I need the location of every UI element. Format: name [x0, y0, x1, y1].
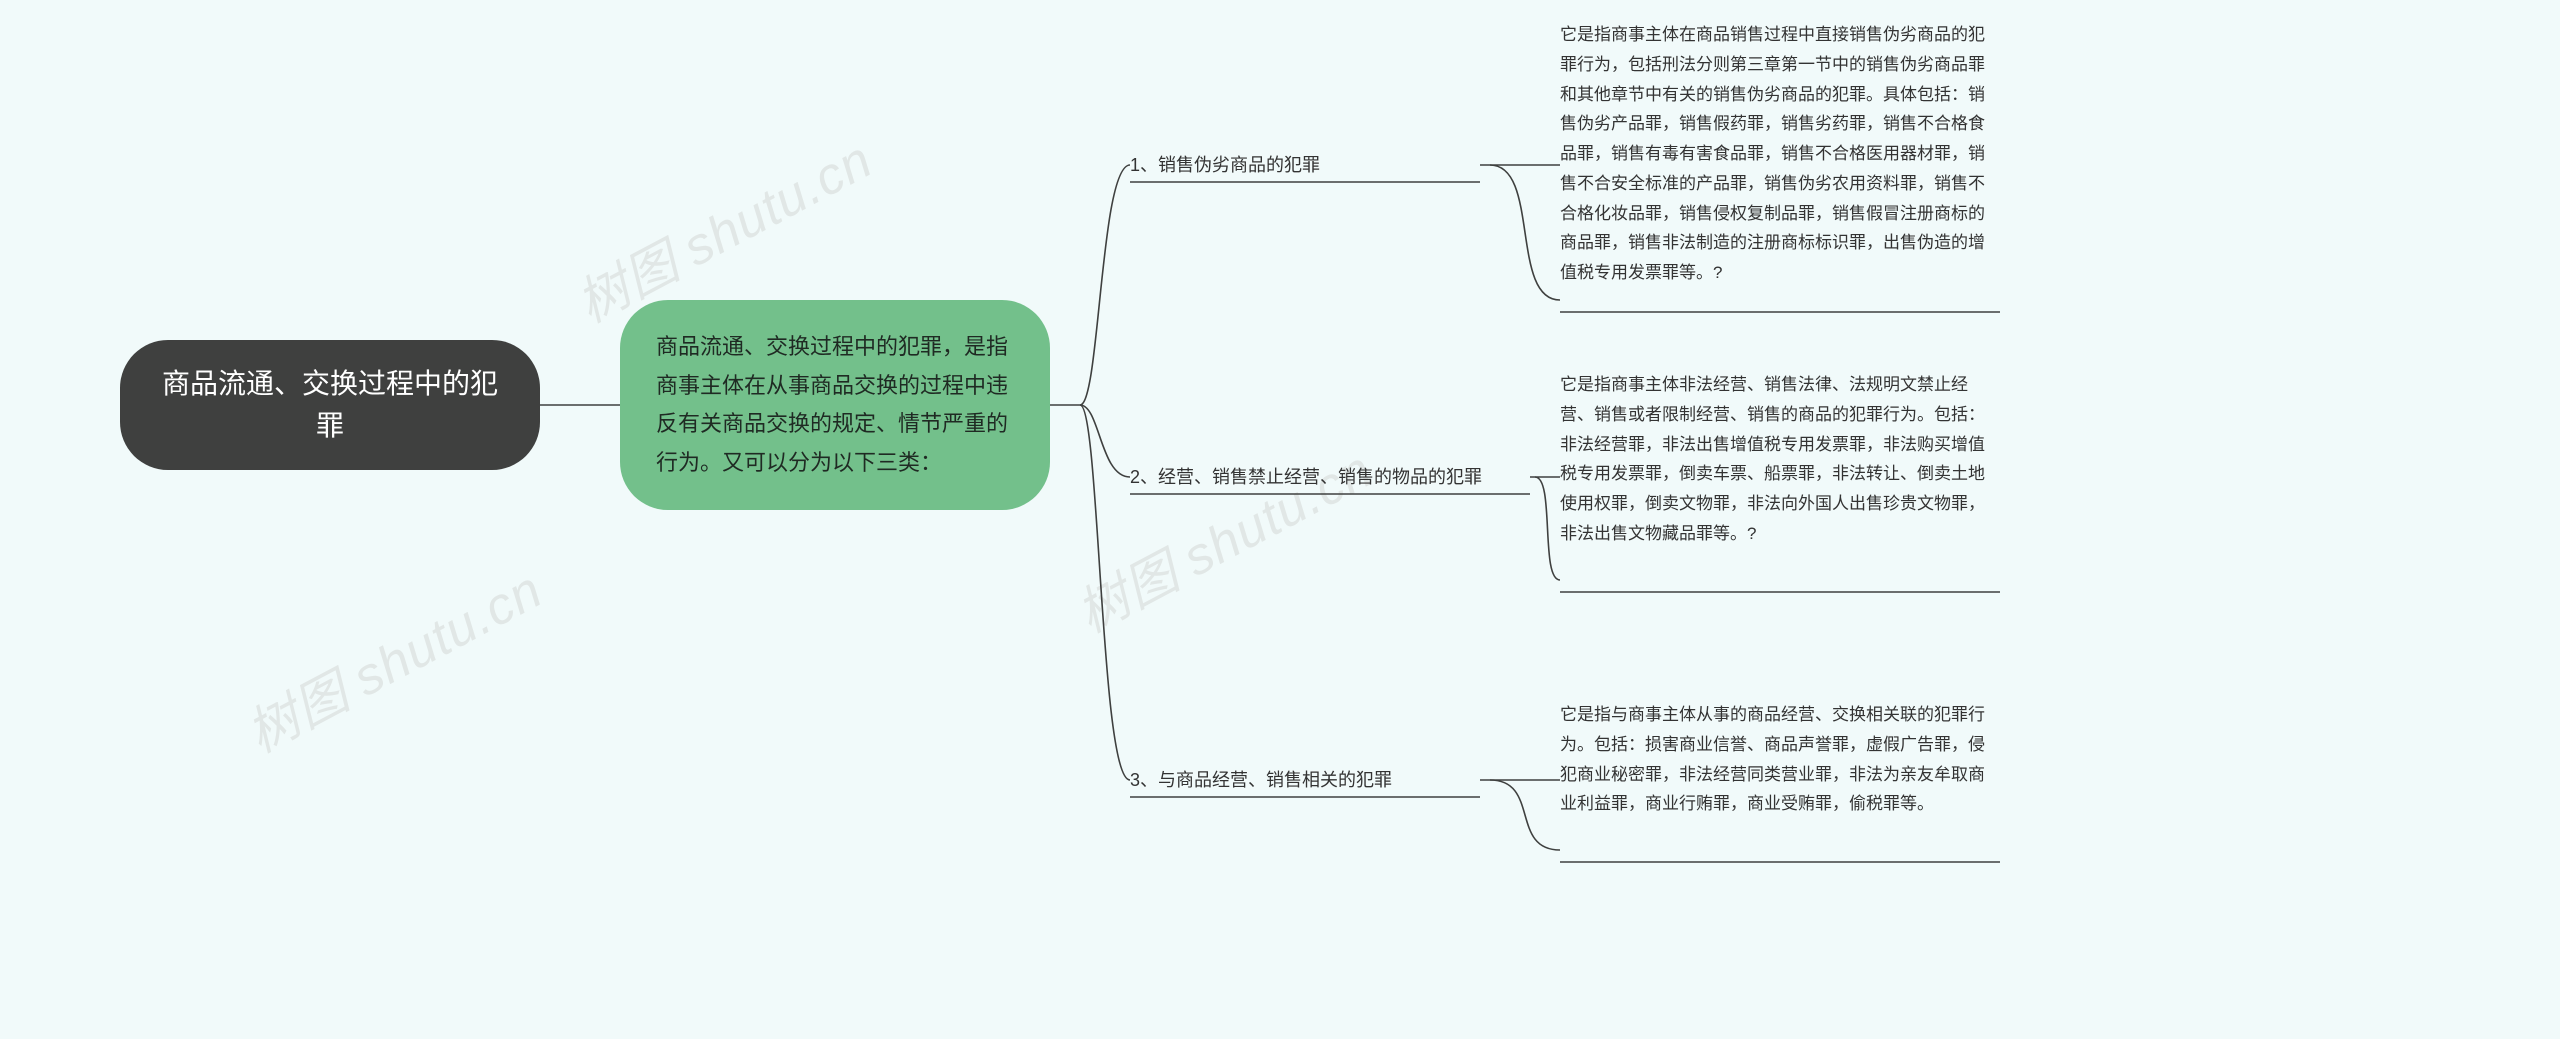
definition-text: 商品流通、交换过程中的犯罪，是指商事主体在从事商品交换的过程中违反有关商品交换的… [656, 328, 1014, 482]
branch-1-desc: 它是指商事主体在商品销售过程中直接销售伪劣商品的犯罪行为，包括刑法分则第三章第一… [1560, 20, 2000, 288]
branch-1-label[interactable]: 1、销售伪劣商品的犯罪 [1130, 150, 1490, 180]
watermark: 树图 shutu.cn [231, 548, 553, 767]
root-label: 商品流通、交换过程中的犯罪 [156, 363, 504, 447]
root-node[interactable]: 商品流通、交换过程中的犯罪 [120, 340, 540, 470]
watermark: 树图 shutu.cn [1061, 428, 1383, 647]
branch-2-desc: 它是指商事主体非法经营、销售法律、法规明文禁止经营、销售或者限制经营、销售的商品… [1560, 370, 2000, 549]
branch-3-desc: 它是指与商事主体从事的商品经营、交换相关联的犯罪行为。包括：损害商业信誉、商品声… [1560, 700, 2000, 819]
branch-2-label[interactable]: 2、经营、销售禁止经营、销售的物品的犯罪 [1130, 462, 1530, 492]
branch-3-label[interactable]: 3、与商品经营、销售相关的犯罪 [1130, 765, 1490, 795]
definition-node[interactable]: 商品流通、交换过程中的犯罪，是指商事主体在从事商品交换的过程中违反有关商品交换的… [620, 300, 1050, 510]
mindmap-canvas: 树图 shutu.cn 树图 shutu.cn 树图 shutu.cn [0, 0, 2560, 1039]
